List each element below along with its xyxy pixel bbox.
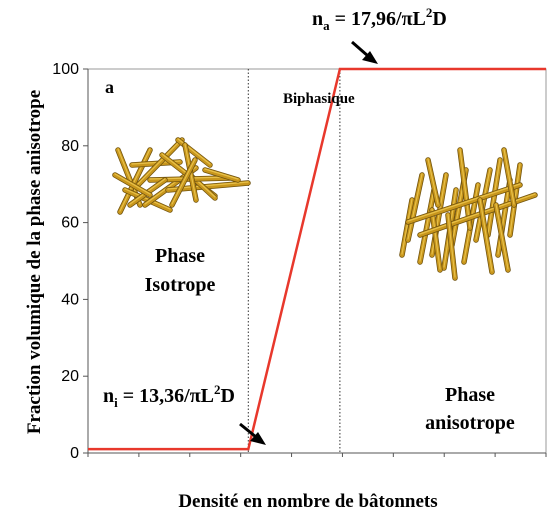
rod-aniso-1-highlight [407, 173, 423, 240]
rod-iso-4-body [136, 138, 184, 187]
region-label-anisotrope-line2: anisotrope [425, 412, 515, 434]
isotropic-rods-illustration [112, 137, 251, 215]
y-ticks: 0 20 40 60 80 100 [52, 61, 88, 462]
series-group [88, 67, 546, 451]
rod-aniso-12-highlight [431, 208, 441, 270]
arrow-ni [239, 422, 266, 445]
rod-aniso-19-highlight [503, 148, 515, 205]
y-tick-label: 0 [70, 445, 79, 462]
y-axis-title: Fraction volumique de la phase anisotrop… [24, 90, 45, 434]
series-line [88, 67, 546, 451]
rod-iso-1-highlight [119, 148, 151, 212]
rod-aniso-18-highlight [427, 158, 439, 205]
y-tick-label: 60 [61, 215, 79, 232]
rod-iso-15-highlight [171, 158, 196, 205]
rod-aniso-14-highlight [407, 183, 521, 222]
arrow-na [351, 40, 378, 64]
annotation-ni: ni = 13,36/πL2D [103, 382, 235, 410]
region-label-biphasique: Biphasique [283, 91, 355, 107]
panel-label: a [105, 77, 114, 97]
rod-aniso-17-highlight [447, 213, 456, 278]
region-label-anisotrope-line1: Phase [445, 384, 495, 406]
rod-aniso-16-highlight [495, 203, 509, 270]
rod-aniso-8-highlight [487, 158, 501, 235]
rod-iso-13-highlight [204, 168, 239, 180]
x-axis-title: Densité en nombre de bâtonnets [178, 491, 437, 512]
y-tick-label: 80 [61, 138, 79, 155]
rod-iso-13-body [203, 168, 240, 182]
rod-aniso-14-body [406, 183, 522, 224]
x-ticks [87, 453, 547, 457]
rod-aniso-11-highlight [459, 148, 471, 228]
rod-aniso-0-highlight [401, 198, 413, 255]
rod-aniso-15-highlight [479, 198, 493, 272]
region-label-isotrope-line1: Phase [155, 245, 205, 267]
phase-boundaries [247, 69, 341, 453]
rod-iso-4-highlight [137, 138, 183, 185]
rod-iso-14-highlight [114, 173, 151, 195]
rod-aniso-2-highlight [419, 188, 435, 262]
rod-iso-3-highlight [124, 188, 171, 210]
anisotropic-rods-illustration [399, 147, 538, 281]
region-label-isotrope-line2: Isotrope [145, 274, 216, 296]
rod-iso-14-body [113, 173, 152, 197]
y-tick-label: 40 [61, 291, 79, 308]
annotation-na: na = 17,96/πL2D [312, 5, 447, 33]
y-tick-label: 20 [61, 368, 79, 385]
y-tick-label: 100 [52, 61, 79, 78]
